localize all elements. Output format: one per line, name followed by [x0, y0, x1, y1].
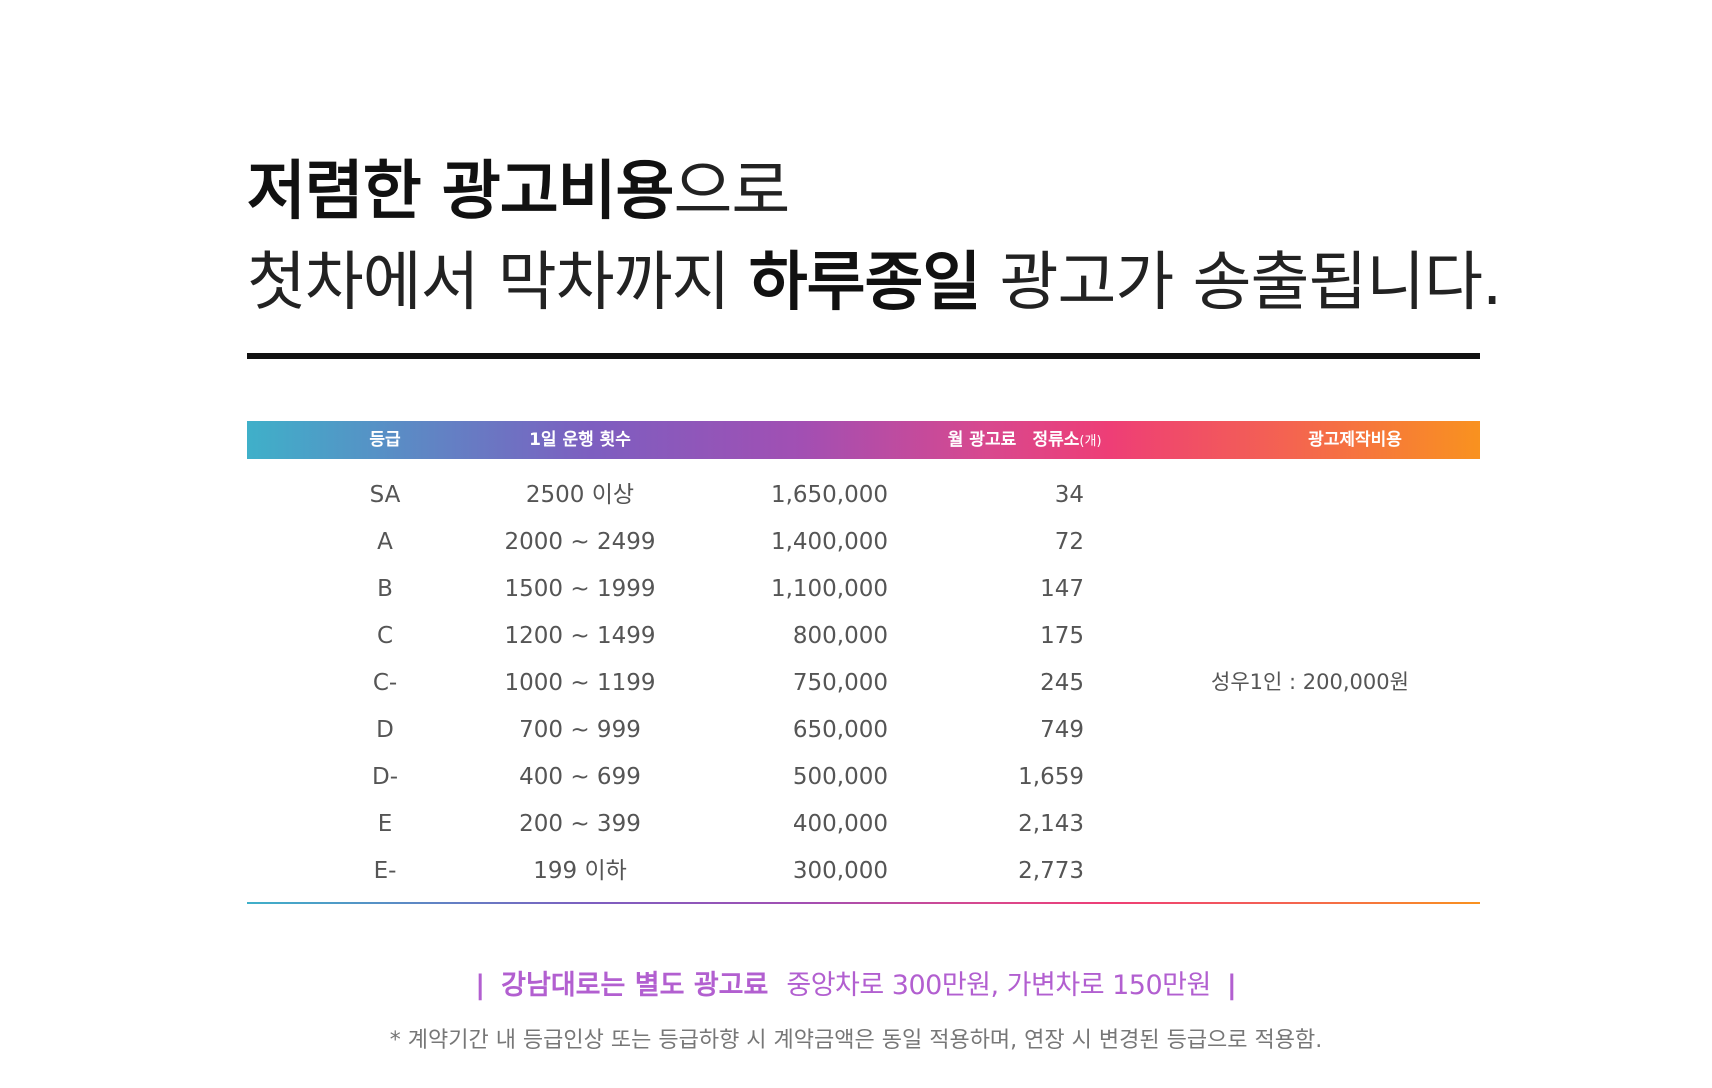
- cell-stops: 72: [1054, 529, 1084, 555]
- cell-monthly-fee: 750,000: [792, 670, 888, 696]
- cell-monthly-fee: 800,000: [792, 623, 888, 649]
- cell-monthly-fee: 500,000: [792, 764, 888, 790]
- headline-bold-text: 저렴한 광고비용: [247, 155, 674, 229]
- header-daily-runs: 1일 운행 횟수: [529, 430, 631, 450]
- headline-line-1: 저렴한 광고비용으로: [247, 160, 790, 224]
- cell-daily-runs: 700 ~ 999: [519, 717, 641, 743]
- header-stops-unit: (개): [1079, 434, 1102, 449]
- cell-stops: 2,773: [1018, 858, 1084, 884]
- cell-daily-runs: 1500 ~ 1999: [504, 576, 656, 602]
- cell-grade: SA: [369, 482, 401, 508]
- cell-daily-runs: 2000 ~ 2499: [504, 529, 656, 555]
- gangnam-notice: | 강남대로는 별도 광고료 중앙차로 300만원, 가변차로 150만원 |: [0, 966, 1712, 1006]
- header-production-cost: 광고제작비용: [1308, 430, 1402, 450]
- cell-monthly-fee: 400,000: [792, 811, 888, 837]
- notice-detail-text: 중앙차로 300만원, 가변차로 150만원: [786, 970, 1211, 1001]
- cell-grade: D-: [371, 764, 398, 790]
- cell-grade: E-: [373, 858, 397, 884]
- table-header: 등급 1일 운행 횟수 월 광고료 정류소(개) 광고제작비용: [247, 421, 1480, 459]
- cell-grade: C: [376, 623, 394, 649]
- notice-bar-left: |: [475, 970, 486, 1001]
- headline-divider: [247, 353, 1480, 359]
- cell-monthly-fee: 300,000: [792, 858, 888, 884]
- cell-monthly-fee: 1,100,000: [770, 576, 888, 602]
- cell-daily-runs: 2500 이상: [525, 482, 635, 508]
- cell-stops: 2,143: [1018, 811, 1084, 837]
- notice-strong-text: 강남대로는 별도 광고료: [501, 970, 769, 1001]
- header-stops: 정류소(개): [977, 421, 1157, 459]
- cell-grade: E: [377, 811, 393, 837]
- table-bottom-divider: [247, 902, 1480, 904]
- cell-grade: C-: [372, 670, 398, 696]
- cell-stops: 175: [1040, 623, 1084, 649]
- headline-bold-text: 하루종일: [748, 246, 982, 320]
- cell-daily-runs: 200 ~ 399: [519, 811, 641, 837]
- cell-grade: D: [376, 717, 394, 743]
- cell-grade: B: [377, 576, 393, 602]
- headline-line-2: 첫차에서 막차까지 하루종일 광고가 송출됩니다.: [247, 251, 1502, 315]
- cell-daily-runs: 400 ~ 699: [519, 764, 641, 790]
- notice-bar-right: |: [1226, 970, 1237, 1001]
- cell-stops: 245: [1040, 670, 1084, 696]
- cell-monthly-fee: 1,400,000: [770, 529, 888, 555]
- cell-monthly-fee: 650,000: [792, 717, 888, 743]
- headline-normal-text: 광고가 송출됩니다.: [980, 246, 1503, 320]
- cell-monthly-fee: 1,650,000: [770, 482, 888, 508]
- cell-stops: 147: [1040, 576, 1084, 602]
- cell-daily-runs: 199 이하: [533, 858, 627, 884]
- production-cost-value: 성우1인 : 200,000원: [1211, 670, 1409, 694]
- cell-stops: 1,659: [1018, 764, 1084, 790]
- cell-grade: A: [377, 529, 393, 555]
- cell-stops: 749: [1040, 717, 1084, 743]
- headline-normal-text: 첫차에서 막차까지: [247, 246, 749, 320]
- header-grade: 등급: [369, 430, 401, 450]
- cell-daily-runs: 1200 ~ 1499: [504, 623, 656, 649]
- contract-footnote: * 계약기간 내 등급인상 또는 등급하향 시 계약금액은 동일 적용하며, 연…: [389, 1028, 1323, 1053]
- cell-daily-runs: 1000 ~ 1199: [504, 670, 656, 696]
- header-stops-label: 정류소: [1032, 430, 1080, 450]
- header-monthly-fee: 월 광고료: [947, 430, 1017, 450]
- headline-normal-text: 으로: [673, 155, 790, 229]
- cell-stops: 34: [1054, 482, 1084, 508]
